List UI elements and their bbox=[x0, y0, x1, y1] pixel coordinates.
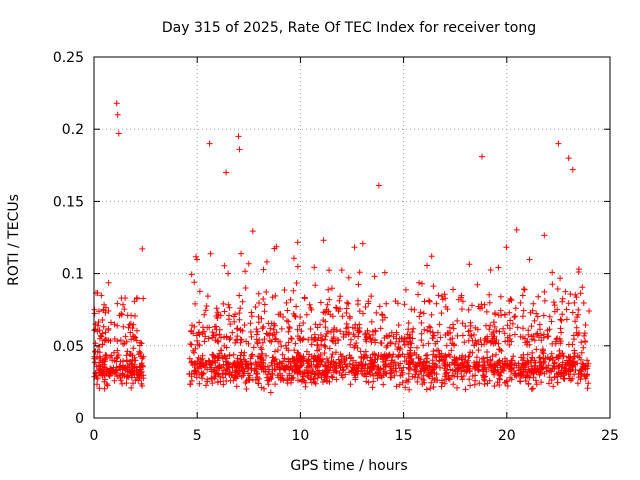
chart-title: Day 315 of 2025, Rate Of TEC Index for r… bbox=[162, 20, 536, 36]
y-tick-label: 0.1 bbox=[62, 267, 84, 283]
x-tick-label: 20 bbox=[498, 428, 516, 444]
x-tick-label: 0 bbox=[90, 428, 99, 444]
axis-ticks: 0 5 10 15 20 25 0 0.05 0.1 0.15 0.2 0.25 bbox=[53, 50, 619, 444]
plot-frame bbox=[93, 56, 611, 419]
y-tick-label: 0.05 bbox=[53, 339, 84, 355]
x-tick-label: 15 bbox=[395, 428, 413, 444]
y-tick-label: 0.2 bbox=[62, 122, 84, 138]
y-tick-label: 0 bbox=[75, 411, 84, 427]
y-axis-label: ROTI / TECUs bbox=[6, 194, 22, 286]
y-tick-label: 0.25 bbox=[53, 50, 84, 66]
x-tick-label: 5 bbox=[193, 428, 202, 444]
x-tick-label: 25 bbox=[601, 428, 619, 444]
data-points bbox=[91, 100, 593, 396]
y-tick-label: 0.15 bbox=[53, 194, 84, 210]
roti-points bbox=[91, 100, 593, 396]
x-tick-label: 10 bbox=[291, 428, 309, 444]
x-axis-label: GPS time / hours bbox=[290, 458, 407, 474]
